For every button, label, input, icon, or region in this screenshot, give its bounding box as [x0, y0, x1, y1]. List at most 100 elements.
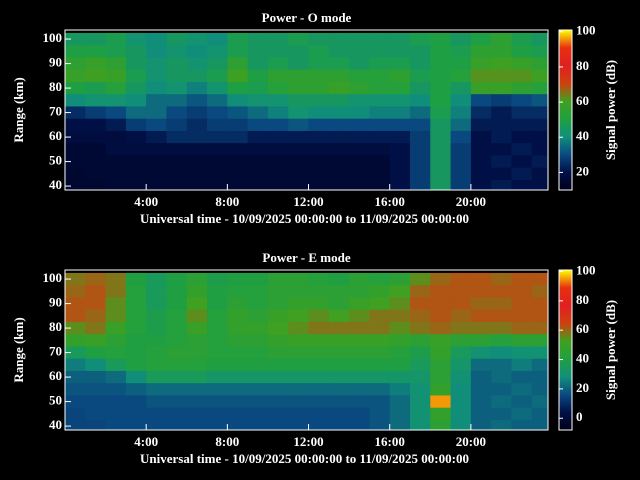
cell — [288, 309, 310, 323]
cell — [410, 118, 431, 132]
cell — [105, 395, 127, 409]
cell — [369, 395, 391, 409]
cell — [247, 321, 269, 335]
cell — [207, 272, 228, 286]
cell — [349, 179, 370, 190]
cell — [511, 321, 533, 335]
cell — [430, 57, 452, 71]
cell — [65, 155, 86, 169]
cell — [410, 179, 431, 190]
cell — [166, 106, 188, 120]
cell — [389, 297, 411, 311]
cell — [369, 94, 391, 107]
cell — [531, 334, 548, 347]
cell — [369, 358, 391, 372]
cell — [450, 346, 472, 360]
cell — [491, 81, 512, 95]
cell — [470, 358, 492, 372]
cell — [410, 309, 431, 323]
cell — [349, 32, 370, 46]
cell — [328, 167, 350, 181]
cell — [207, 69, 228, 83]
cell — [166, 419, 188, 430]
cell — [65, 118, 86, 132]
cell — [85, 45, 107, 58]
cell — [207, 94, 228, 107]
cell — [166, 155, 188, 169]
y-tick-label: 70 — [49, 104, 62, 119]
cell — [288, 57, 310, 71]
cell — [328, 32, 350, 46]
cell — [531, 272, 548, 286]
cell — [288, 346, 310, 360]
cell — [186, 118, 208, 132]
cell — [105, 167, 127, 181]
cell — [65, 346, 86, 360]
cell — [146, 179, 167, 190]
cell — [511, 81, 533, 95]
cell — [369, 309, 391, 323]
cell — [328, 143, 350, 156]
cell — [308, 370, 330, 384]
cell — [369, 419, 391, 430]
cell — [65, 309, 86, 323]
cell — [349, 321, 370, 335]
cell — [531, 321, 548, 335]
cell — [146, 346, 167, 360]
cell — [85, 106, 107, 120]
cell — [105, 346, 127, 360]
cell — [349, 346, 370, 360]
cell — [410, 383, 431, 396]
cell — [389, 130, 411, 144]
cell — [470, 69, 492, 83]
cell — [389, 57, 411, 71]
cell — [227, 370, 249, 384]
cell — [247, 297, 269, 311]
cell — [349, 81, 370, 95]
cell — [65, 419, 86, 430]
cell — [85, 370, 107, 384]
x-tick-label: 12:00 — [293, 434, 323, 449]
cell — [531, 130, 548, 144]
cell — [328, 346, 350, 360]
cell — [85, 321, 107, 335]
cell — [470, 118, 492, 132]
cell — [105, 309, 127, 323]
cell — [247, 32, 269, 46]
cell — [511, 419, 533, 430]
cell — [207, 407, 228, 421]
cell — [349, 106, 370, 120]
cell — [227, 334, 249, 347]
y-tick-label: 100 — [43, 30, 63, 45]
cell — [207, 32, 228, 46]
cell — [247, 285, 269, 298]
cell — [125, 45, 147, 58]
cell — [207, 370, 228, 384]
cell — [511, 309, 533, 323]
cell — [450, 32, 472, 46]
cell — [349, 297, 370, 311]
cell — [65, 272, 86, 286]
cell — [308, 334, 330, 347]
cell — [146, 81, 167, 95]
cell — [65, 179, 86, 190]
colorbar-tick-label: 0 — [576, 409, 583, 424]
cell — [450, 118, 472, 132]
cell — [227, 358, 249, 372]
cell — [186, 285, 208, 298]
cell — [308, 81, 330, 95]
cell — [288, 106, 310, 120]
cell — [247, 358, 269, 372]
y-tick-label: 90 — [49, 55, 62, 70]
cell — [389, 370, 411, 384]
cell — [186, 179, 208, 190]
cell — [308, 69, 330, 83]
cell — [328, 309, 350, 323]
cell — [531, 45, 548, 58]
cell — [491, 358, 512, 372]
cell — [267, 81, 289, 95]
cell — [247, 94, 269, 107]
cell — [389, 167, 411, 181]
cell — [328, 81, 350, 95]
